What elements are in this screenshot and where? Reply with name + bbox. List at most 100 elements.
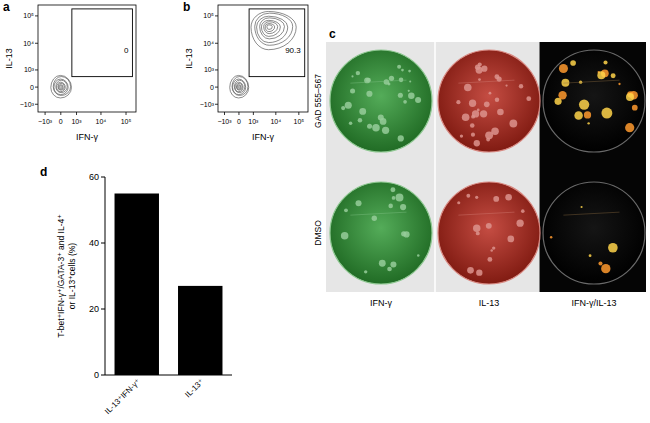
contour-line — [57, 82, 66, 91]
spot — [456, 100, 460, 104]
y-tick-label: 20 — [89, 304, 99, 314]
x-axis-label: IFN-γ — [252, 132, 274, 142]
spot — [403, 100, 407, 104]
contour-line — [235, 82, 243, 91]
separator — [434, 42, 436, 292]
spot — [505, 84, 507, 86]
spot — [587, 122, 589, 124]
spot — [467, 267, 474, 274]
spot — [341, 106, 345, 110]
contour-panel: 90.3−10³010³10⁴10⁵−10³010³10⁴10⁵IFN-γIL-… — [183, 0, 308, 142]
spot — [601, 108, 612, 119]
plot-frame — [218, 5, 308, 112]
x-tick-label: 0 — [237, 118, 241, 125]
contour-line — [236, 83, 242, 90]
x-tick-label: −10³ — [38, 118, 53, 125]
scratch — [563, 80, 619, 83]
well — [543, 182, 645, 284]
y-tick — [35, 43, 38, 44]
row-label: GAD 555–567 — [313, 74, 323, 128]
contour-line — [257, 16, 288, 42]
y-tick-label: 10⁴ — [23, 40, 34, 47]
x-tick-label: 10⁴ — [96, 118, 107, 125]
contour-line — [54, 79, 68, 95]
y-tick-label: 0 — [210, 84, 214, 91]
well — [438, 182, 540, 284]
y-axis-label: IL-13 — [184, 48, 194, 69]
spot — [516, 219, 523, 226]
y-tick-label: 10³ — [204, 66, 215, 73]
population — [230, 75, 249, 98]
x-tick-label: 10⁵ — [121, 118, 132, 125]
contour-line — [230, 75, 249, 98]
spot — [519, 84, 523, 88]
contour-line — [234, 80, 244, 92]
y-tick — [101, 243, 105, 244]
spot — [495, 98, 499, 102]
y-tick — [35, 69, 38, 70]
x-tick-label: 10⁵ — [293, 118, 304, 125]
spot — [509, 120, 517, 128]
spot — [574, 111, 583, 120]
spot — [382, 127, 389, 134]
spot — [367, 124, 372, 129]
column-label: IFN-γ/IL-13 — [571, 298, 616, 308]
row-label: DMSO — [313, 220, 323, 246]
spot — [476, 231, 480, 235]
spot — [611, 73, 616, 78]
contour-line — [56, 80, 67, 92]
spot — [372, 124, 380, 132]
spot — [415, 97, 421, 103]
panel-letter: d — [40, 165, 47, 179]
y-tick-label: 10³ — [24, 66, 35, 73]
x-tick-label: 10⁴ — [270, 118, 281, 125]
contour-line — [232, 77, 248, 96]
contour-line — [261, 20, 280, 36]
y-tick — [35, 87, 38, 88]
spot — [470, 123, 475, 128]
y-tick-label: 0 — [30, 84, 34, 91]
x-axis-label: IFN-γ — [76, 132, 98, 142]
spot — [478, 78, 481, 81]
y-tick — [101, 177, 105, 178]
spot — [626, 93, 634, 101]
spot — [399, 78, 404, 83]
image-panel: IFN-γIL-13IFN-γ/IL-13GAD 555–567DMSOc — [313, 27, 646, 308]
x-tick-label: −10³ — [217, 118, 232, 125]
x-tick — [298, 112, 299, 115]
spot — [344, 208, 348, 212]
y-tick — [101, 375, 105, 376]
y-tick — [101, 309, 105, 310]
x-tick — [100, 112, 101, 115]
spot — [493, 196, 499, 202]
spot — [378, 114, 384, 120]
y-tick-label: 60 — [89, 172, 99, 182]
y-tick-label: 10⁵ — [203, 12, 214, 19]
photo-background — [540, 42, 647, 292]
spot — [345, 102, 352, 109]
spot — [462, 113, 470, 121]
scratch — [350, 212, 406, 215]
y-axis-label: or IL-13⁺cells (%) — [67, 243, 77, 310]
spot — [364, 270, 367, 273]
y-axis — [105, 177, 106, 375]
x-tick — [60, 112, 61, 115]
spot — [400, 204, 406, 210]
spot — [486, 138, 490, 142]
spot — [408, 93, 415, 100]
contour-line — [238, 86, 240, 89]
spot — [584, 111, 591, 118]
y-tick — [215, 104, 218, 105]
spot — [550, 236, 552, 238]
spot — [356, 71, 360, 75]
spot — [589, 254, 592, 257]
scratch — [563, 212, 619, 215]
y-tick — [35, 104, 38, 105]
contour-line — [264, 22, 278, 34]
spot — [350, 88, 355, 93]
x-tick — [126, 112, 127, 115]
y-tick-label: 10⁴ — [203, 40, 214, 47]
spot — [603, 60, 607, 64]
spot — [387, 83, 390, 86]
y-tick — [35, 15, 38, 16]
